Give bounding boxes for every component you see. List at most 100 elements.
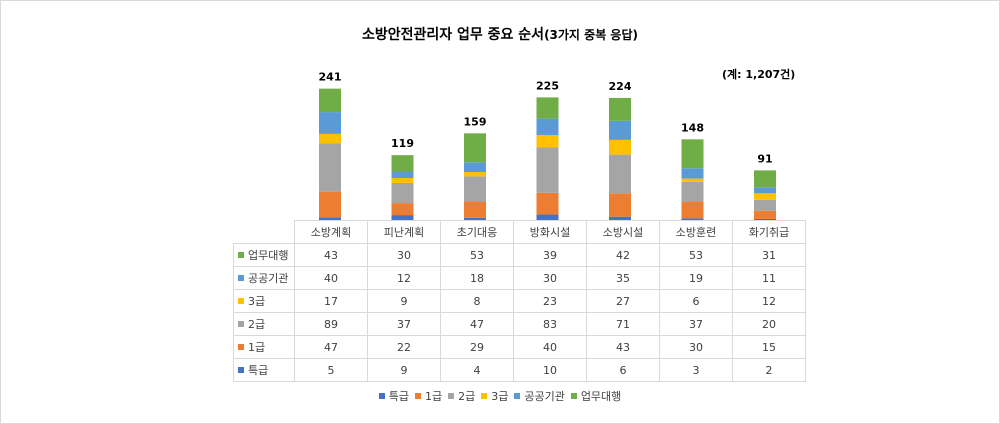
- legend-swatch: [414, 393, 421, 399]
- chart-title: 소방안전관리자 업무 중요 순서(3가지 중복 응답): [0, 24, 1000, 44]
- legend-label: 업무대행: [580, 390, 622, 403]
- legend-label: 1급: [424, 390, 443, 403]
- legend-swatch: [514, 393, 521, 399]
- bar-segment-소방계획-2급: [319, 143, 341, 192]
- bar-segment-방화시설-공공기관: [536, 118, 559, 135]
- bar-segment-소방훈련-특급: [681, 218, 704, 221]
- bar-total-label: 159: [464, 115, 487, 128]
- table-cell: 89: [294, 312, 368, 336]
- legend: 특급 1급 2급 3급 공공기관 업무대행: [0, 388, 1000, 404]
- table-corner: [233, 220, 295, 244]
- series-swatch: [238, 252, 244, 258]
- legend-item: 2급: [448, 388, 475, 404]
- table-body: 업무대행 43 30 53 39 42 53 31 공공기관 40 12 18 30 35 19 11 3급 17…: [233, 243, 806, 382]
- series-label: 특급: [248, 364, 269, 377]
- table-cell: 6: [659, 289, 733, 313]
- bar-segment-초기대응-1급: [464, 202, 486, 218]
- bar-segment-초기대응-2급: [464, 176, 486, 203]
- table-row-header: 1급: [233, 335, 295, 359]
- table-cell: 35: [586, 266, 660, 290]
- table-column-header: 초기대응: [440, 220, 514, 244]
- table-cell: 53: [440, 243, 514, 267]
- bar-segment-소방시설-3급: [609, 139, 631, 155]
- bar-segment-소방계획-1급: [319, 191, 341, 218]
- bar-segment-방화시설-1급: [536, 192, 559, 215]
- table-cell: 53: [659, 243, 733, 267]
- bar-total-label: 119: [391, 137, 414, 150]
- bar-segment-소방계획-특급: [319, 217, 341, 221]
- table-cell: 18: [440, 266, 514, 290]
- series-swatch: [238, 344, 244, 350]
- legend-swatch: [481, 393, 488, 399]
- bar-segment-소방훈련-3급: [681, 178, 704, 182]
- table-cell: 22: [367, 335, 441, 359]
- table-cell: 47: [440, 312, 514, 336]
- table-column-header: 소방계획: [294, 220, 368, 244]
- bar-segment-소방계획-업무대행: [319, 88, 341, 113]
- series-swatch: [238, 321, 244, 327]
- table-cell: 40: [513, 335, 587, 359]
- bar-segment-화기취급-공공기관: [754, 187, 776, 194]
- table-cell: 30: [659, 335, 733, 359]
- bar-segment-화기취급-업무대행: [754, 170, 776, 188]
- table-cell: 9: [367, 289, 441, 313]
- bar-segment-소방계획-공공기관: [319, 112, 341, 134]
- legend-label: 3급: [491, 390, 509, 403]
- table-cell: 4: [440, 358, 514, 382]
- legend-item: 3급: [481, 388, 508, 404]
- legend-swatch: [378, 393, 385, 399]
- bar-segment-화기취급-특급: [754, 218, 776, 220]
- table-cell: 30: [367, 243, 441, 267]
- table-column-header: 화기취급: [732, 220, 806, 244]
- bar-total-label: 241: [319, 71, 342, 84]
- bar-segment-초기대응-업무대행: [464, 133, 486, 163]
- bar-total-label: 91: [757, 152, 772, 165]
- bar-segment-피난계획-공공기관: [391, 171, 414, 179]
- legend-item: 업무대행: [570, 388, 622, 404]
- table-header-row: 소방계획 피난계획 초기대응 방화시설 소방시설 소방훈련 화기취급: [233, 220, 806, 244]
- table-column-header: 피난계획: [367, 220, 441, 244]
- legend-item: 공공기관: [514, 388, 565, 404]
- bar-segment-초기대응-특급: [464, 217, 486, 220]
- table-cell: 43: [294, 243, 368, 267]
- bar-segment-소방훈련-2급: [681, 181, 704, 203]
- bar-segment-화기취급-3급: [754, 193, 776, 200]
- bar-segment-피난계획-1급: [391, 203, 414, 216]
- bar-segment-방화시설-특급: [536, 214, 559, 220]
- series-label: 2급: [248, 318, 266, 331]
- table-row: 1급 47 22 29 40 43 30 15: [233, 335, 806, 359]
- table-cell: 43: [586, 335, 660, 359]
- bar-total-label: 225: [536, 79, 559, 92]
- series-swatch: [238, 367, 244, 373]
- chart-title-main: 소방안전관리자 업무 중요 순서: [362, 27, 545, 43]
- table-cell: 31: [732, 243, 806, 267]
- table-cell: 12: [367, 266, 441, 290]
- table-cell: 30: [513, 266, 587, 290]
- table-cell: 42: [586, 243, 660, 267]
- table-cell: 27: [586, 289, 660, 313]
- legend-label: 공공기관: [524, 390, 565, 403]
- table-row-header: 공공기관: [233, 266, 295, 290]
- table-cell: 17: [294, 289, 368, 313]
- table-cell: 11: [732, 266, 806, 290]
- bar-segment-피난계획-업무대행: [391, 155, 414, 172]
- table-row-header: 특급: [233, 358, 295, 382]
- bar-segment-피난계획-2급: [391, 182, 414, 204]
- legend-item: 1급: [414, 388, 443, 404]
- table-row: 2급 89 37 47 83 71 37 20: [233, 312, 806, 336]
- legend-label: 2급: [458, 390, 476, 403]
- bar-segment-방화시설-2급: [536, 147, 559, 193]
- series-label: 업무대행: [248, 249, 289, 262]
- bar-segment-방화시설-3급: [536, 134, 559, 148]
- bar-segment-소방시설-공공기관: [609, 120, 631, 140]
- bar-segment-화기취급-1급: [754, 210, 776, 219]
- table-column-header: 소방훈련: [659, 220, 733, 244]
- legend-swatch: [448, 393, 455, 399]
- table-cell: 3: [659, 358, 733, 382]
- bar-segment-소방훈련-공공기관: [681, 168, 704, 179]
- bar-segment-초기대응-공공기관: [464, 162, 486, 173]
- legend-item: 특급: [378, 388, 409, 404]
- bar-segment-화기취급-2급: [754, 199, 776, 211]
- table-cell: 6: [586, 358, 660, 382]
